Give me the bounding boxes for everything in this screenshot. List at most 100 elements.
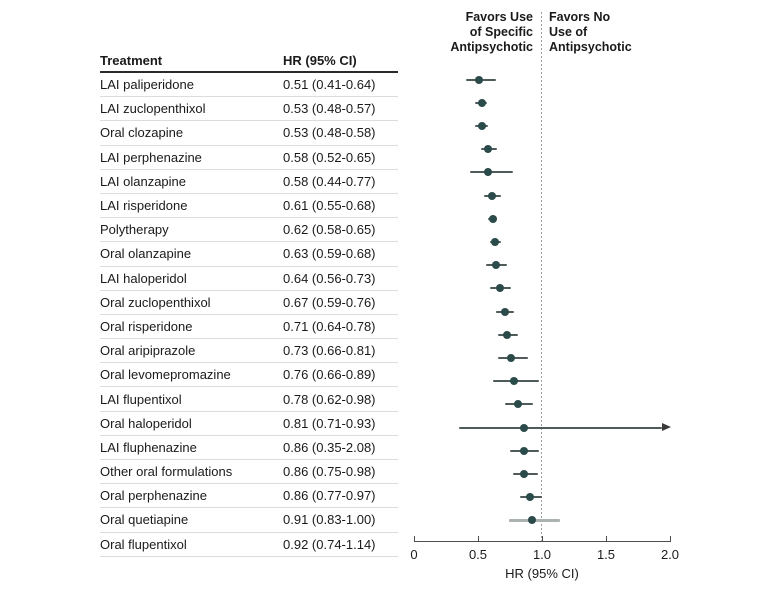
treatment-name: Oral clozapine: [100, 125, 184, 141]
table-row: Oral olanzapine 0.63 (0.59-0.68): [100, 242, 398, 267]
point-estimate-marker: [509, 377, 518, 386]
hr-value: 0.91 (0.83-1.00): [283, 512, 376, 528]
table-row: LAI olanzapine 0.58 (0.44-0.77): [100, 170, 398, 194]
point-estimate-marker: [484, 168, 493, 177]
favors-left-label: Favors Use of Specific Antipsychotic: [450, 10, 533, 54]
hr-value: 0.86 (0.77-0.97): [283, 488, 376, 504]
table-row: LAI fluphenazine 0.86 (0.35-2.08): [100, 436, 398, 460]
point-estimate-marker: [520, 470, 529, 478]
treatment-name: LAI paliperidone: [100, 77, 194, 93]
table-body: LAI paliperidone 0.51 (0.41-0.64) LAI zucl…: [100, 73, 398, 557]
point-estimate-marker: [520, 446, 529, 455]
hr-value: 0.81 (0.71-0.93): [283, 415, 376, 431]
hr-value: 0.58 (0.52-0.65): [283, 149, 376, 165]
table-row: LAI perphenazine 0.58 (0.52-0.65): [100, 146, 398, 170]
point-estimate-marker: [489, 214, 498, 223]
ci-line: [458, 426, 662, 429]
hr-value: 0.76 (0.66-0.89): [283, 367, 376, 383]
treatment-name: LAI flupentixol: [100, 391, 182, 407]
treatment-name: Other oral formulations: [100, 464, 233, 480]
table-row: Oral quetiapine 0.91 (0.83-1.00): [100, 508, 398, 533]
axis-tick: [605, 536, 607, 541]
axis-tick-label: 1.5: [596, 547, 616, 562]
table-row: Polytherapy 0.62 (0.58-0.65): [100, 218, 398, 243]
hr-value: 0.58 (0.44-0.77): [283, 173, 376, 189]
hr-value: 0.62 (0.58-0.65): [283, 222, 376, 238]
treatment-name: LAI haloperidol: [100, 270, 187, 286]
table-row: Oral risperidone 0.71 (0.64-0.78): [100, 315, 398, 340]
reference-line-hr1: [541, 12, 542, 541]
table-header: Treatment HR (95% CI): [100, 47, 398, 73]
table-row: Oral haloperidol 0.81 (0.71-0.93): [100, 412, 398, 436]
point-estimate-marker: [527, 516, 536, 525]
treatment-name: LAI fluphenazine: [100, 439, 197, 455]
table-row: Oral levomepromazine 0.76 (0.66-0.89): [100, 363, 398, 388]
point-estimate-marker: [503, 330, 512, 339]
axis-tick: [669, 536, 671, 541]
point-estimate-marker: [507, 354, 516, 362]
point-estimate-marker: [495, 284, 504, 293]
axis-tick: [413, 536, 415, 541]
treatment-name: Oral zuclopenthixol: [100, 294, 211, 310]
x-axis-title: HR (95% CI): [505, 566, 579, 581]
point-estimate-marker: [500, 307, 509, 316]
table-row: LAI paliperidone 0.51 (0.41-0.64): [100, 73, 398, 98]
treatment-name: Oral quetiapine: [100, 512, 189, 528]
table-row: Oral aripiprazole 0.73 (0.66-0.81): [100, 339, 398, 364]
hr-value: 0.67 (0.59-0.76): [283, 294, 376, 310]
hr-value: 0.71 (0.64-0.78): [283, 318, 376, 334]
point-estimate-marker: [488, 191, 497, 200]
col-header-treatment: Treatment: [100, 53, 163, 68]
treatment-name: Oral haloperidol: [100, 415, 192, 431]
table-row: LAI haloperidol 0.64 (0.56-0.73): [100, 267, 398, 291]
favors-right-label: Favors No Use of Antipsychotic: [549, 10, 632, 54]
point-estimate-marker: [477, 98, 486, 107]
point-estimate-marker: [475, 75, 484, 84]
axis-tick-label: 0.5: [468, 547, 488, 562]
hr-value: 0.51 (0.41-0.64): [283, 77, 376, 93]
axis-tick-label: 2.0: [660, 547, 680, 562]
treatment-name: Oral perphenazine: [100, 488, 207, 504]
hr-value: 0.53 (0.48-0.58): [283, 125, 376, 141]
arrow-right-icon: [662, 423, 671, 432]
axis-tick: [477, 536, 479, 541]
treatment-name: Oral aripiprazole: [100, 343, 196, 359]
point-estimate-marker: [513, 400, 522, 409]
table-row: Oral flupentixol 0.92 (0.74-1.14): [100, 533, 398, 557]
treatment-name: Oral risperidone: [100, 318, 193, 334]
hr-value: 0.53 (0.48-0.57): [283, 101, 376, 117]
point-estimate-marker: [526, 493, 535, 502]
table-row: Oral perphenazine 0.86 (0.77-0.97): [100, 484, 398, 509]
treatment-name: LAI olanzapine: [100, 173, 187, 189]
col-header-hr: HR (95% CI): [283, 53, 357, 68]
treatment-name: LAI risperidone: [100, 198, 188, 214]
hr-value: 0.63 (0.59-0.68): [283, 246, 376, 262]
table-row: Other oral formulations 0.86 (0.75-0.98): [100, 460, 398, 485]
axis-tick-label: 1.0: [532, 547, 552, 562]
point-estimate-marker: [490, 238, 499, 246]
table-row: LAI flupentixol 0.78 (0.62-0.98): [100, 387, 398, 412]
hr-value: 0.61 (0.55-0.68): [283, 198, 376, 214]
x-axis-line: [414, 541, 671, 542]
axis-tick: [541, 536, 543, 541]
point-estimate-marker: [491, 261, 500, 270]
hr-value: 0.86 (0.75-0.98): [283, 464, 376, 480]
treatment-table: Treatment HR (95% CI) LAI paliperidone 0.…: [100, 47, 398, 557]
table-row: LAI zuclopenthixol 0.53 (0.48-0.57): [100, 97, 398, 122]
treatment-name: Oral levomepromazine: [100, 367, 231, 383]
treatment-name: LAI zuclopenthixol: [100, 101, 206, 117]
treatment-name: Oral olanzapine: [100, 246, 192, 262]
hr-value: 0.73 (0.66-0.81): [283, 343, 376, 359]
point-estimate-marker: [477, 122, 486, 130]
hr-value: 0.64 (0.56-0.73): [283, 270, 376, 286]
table-row: LAI risperidone 0.61 (0.55-0.68): [100, 194, 398, 219]
point-estimate-marker: [484, 145, 493, 154]
table-row: Oral zuclopenthixol 0.67 (0.59-0.76): [100, 291, 398, 315]
hr-value: 0.86 (0.35-2.08): [283, 439, 376, 455]
hr-value: 0.92 (0.74-1.14): [283, 536, 376, 552]
point-estimate-marker: [520, 423, 529, 432]
treatment-name: Polytherapy: [100, 222, 169, 238]
treatment-name: LAI perphenazine: [100, 149, 202, 165]
axis-tick-label: 0: [410, 547, 418, 562]
